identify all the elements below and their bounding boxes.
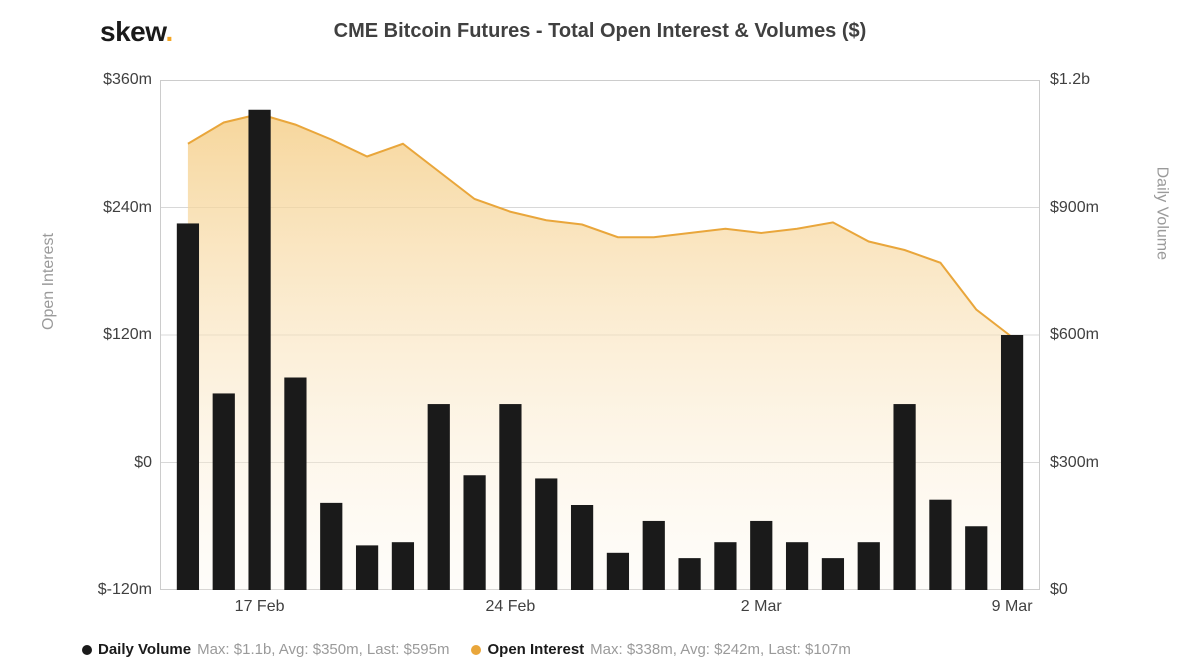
chart-root: skew. CME Bitcoin Futures - Total Open I… bbox=[0, 0, 1200, 670]
x-tick: 2 Mar bbox=[741, 598, 782, 616]
y-tick-right: $1.2b bbox=[1050, 71, 1150, 89]
y-tick-left: $0 bbox=[52, 454, 152, 472]
y-tick-right: $600m bbox=[1050, 326, 1150, 344]
y-tick-left: $240m bbox=[52, 199, 152, 217]
y-tick-right: $0 bbox=[1050, 581, 1150, 599]
legend-swatch-oi bbox=[471, 645, 481, 655]
y-tick-left: $-120m bbox=[52, 581, 152, 599]
legend: Daily Volume Max: $1.1b, Avg: $350m, Las… bbox=[82, 641, 851, 658]
chart-svg bbox=[160, 80, 1040, 590]
x-tick: 9 Mar bbox=[992, 598, 1033, 616]
plot-area bbox=[160, 80, 1040, 590]
legend-stats-oi: Max: $338m, Avg: $242m, Last: $107m bbox=[590, 641, 851, 658]
x-tick: 17 Feb bbox=[235, 598, 285, 616]
legend-stats-volume: Max: $1.1b, Avg: $350m, Last: $595m bbox=[197, 641, 449, 658]
x-tick: 24 Feb bbox=[486, 598, 536, 616]
y-tick-left: $360m bbox=[52, 71, 152, 89]
legend-label-volume: Daily Volume bbox=[98, 641, 191, 658]
chart-title: CME Bitcoin Futures - Total Open Interes… bbox=[0, 20, 1200, 43]
y-tick-left: $120m bbox=[52, 326, 152, 344]
y-tick-right: $900m bbox=[1050, 199, 1150, 217]
y-axis-left-label: Open Interest bbox=[40, 233, 58, 330]
legend-label-oi: Open Interest bbox=[487, 641, 584, 658]
y-axis-right-label: Daily Volume bbox=[1152, 167, 1170, 260]
legend-swatch-volume bbox=[82, 645, 92, 655]
y-tick-right: $300m bbox=[1050, 454, 1150, 472]
